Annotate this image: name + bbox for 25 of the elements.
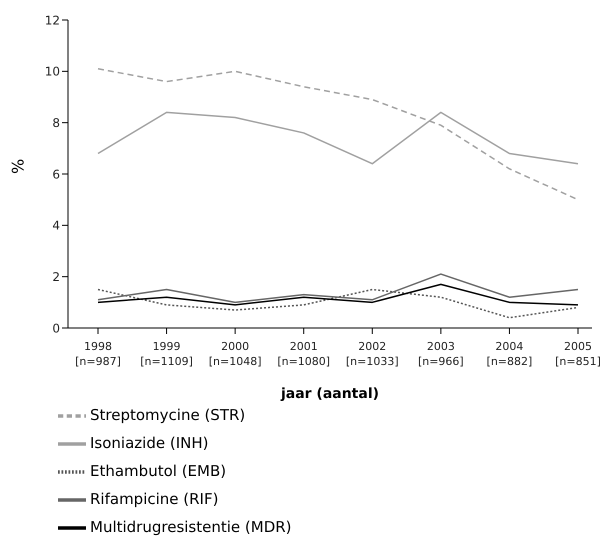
x-tick-label: 2000 [n=1048]	[208, 340, 262, 368]
y-tick-label: 6	[52, 167, 60, 182]
legend-label: Rifampicine (RIF)	[90, 490, 218, 508]
legend-label: Multidrugresistentie (MDR)	[90, 518, 292, 536]
legend-label: Ethambutol (EMB)	[90, 462, 226, 480]
x-tick-label: 2001 [n=1080]	[277, 340, 330, 368]
line-series	[97, 284, 579, 306]
x-tick-label: 2004 [n=882]	[486, 340, 532, 368]
y-tick-label: 0	[52, 321, 60, 336]
line-series	[97, 273, 579, 304]
line-series	[97, 288, 579, 318]
x-tick-label: 2003 [n=966]	[418, 340, 464, 368]
x-tick-label: 2002 [n=1033]	[346, 340, 399, 368]
legend-label: Streptomycine (STR)	[90, 406, 246, 424]
x-axis-title: jaar (aantal)	[280, 386, 380, 402]
x-tick-label: 2005 [n=851]	[555, 340, 601, 368]
y-tick-label: 4	[52, 218, 60, 233]
y-axis-title: %	[8, 158, 28, 174]
y-tick-label: 12	[44, 13, 60, 28]
y-tick-label: 10	[44, 64, 60, 79]
legend-label: Isoniazide (INH)	[90, 434, 208, 452]
y-tick-label: 2	[52, 270, 60, 284]
x-tick-label: 1998 [n=987]	[75, 340, 121, 368]
y-tick-label: 8	[52, 116, 60, 130]
x-tick-label: 1999 [n=1109]	[140, 340, 193, 368]
